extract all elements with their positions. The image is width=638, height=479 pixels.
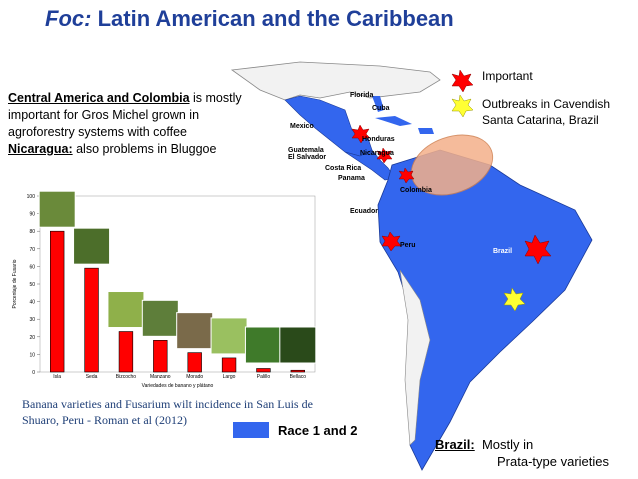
map-label: Panama	[338, 175, 365, 182]
variety-photo	[38, 190, 76, 228]
map-label: Ecuador	[350, 208, 378, 215]
map-label: Guatemala	[288, 147, 324, 154]
x-tick-label: Largo	[223, 374, 236, 380]
y-tick-label: 80	[29, 229, 35, 235]
intro-rest: is mostly important for Gros Michel grow…	[8, 91, 242, 139]
bar-chart: 0 10 20 30 40 50 60 70 80 90 100 Porcentaje de Fusa…	[12, 190, 317, 389]
brazil-line1: Mostly in	[481, 437, 534, 452]
race-label: Race 1 and 2	[278, 423, 358, 438]
x-axis-label: Variedades de banano y plátano	[142, 383, 214, 389]
map-label: Brazil	[493, 248, 512, 255]
bar	[153, 340, 168, 373]
x-tick-label: Bellaco	[290, 374, 307, 380]
y-tick-label: 30	[29, 317, 35, 323]
bar	[84, 267, 99, 373]
y-tick-label: 60	[29, 264, 35, 270]
variety-photo	[210, 317, 248, 355]
map-label: Costa Rica	[325, 165, 361, 172]
y-tick-label: 20	[29, 335, 35, 341]
legend-important: Important	[482, 69, 533, 83]
florida	[372, 96, 384, 112]
variety-photo	[73, 227, 111, 265]
x-tick-label: Manzano	[150, 374, 171, 380]
title-text: Latin American and the Caribbean	[97, 6, 454, 31]
variety-photo	[141, 299, 179, 337]
race-swatch	[233, 422, 269, 438]
brazil-lead: Brazil:	[435, 437, 475, 452]
map-label: El Salvador	[288, 154, 326, 161]
outbreak-markers	[451, 94, 526, 312]
y-tick-label: 0	[32, 370, 35, 376]
bar	[118, 331, 134, 373]
bar	[290, 369, 305, 373]
caribbean-highlight	[410, 134, 494, 196]
y-tick-label: 90	[29, 212, 35, 218]
x-tick-label: Palillo	[257, 374, 271, 380]
south-america	[377, 149, 593, 471]
map-label: Florida	[350, 92, 373, 99]
y-tick-label: 100	[27, 194, 36, 200]
slide-title: Foc: Latin American and the Caribbean	[45, 6, 605, 32]
caption: Banana varieties and Fusarium wilt incid…	[22, 397, 313, 427]
map-label: Nicaragua	[360, 150, 394, 157]
y-tick-label: 10	[29, 352, 35, 358]
variety-photo	[244, 326, 282, 364]
x-tick-label: Seda	[86, 374, 98, 380]
bar	[256, 368, 271, 373]
map-label: Peru	[400, 242, 416, 249]
brazil-note: Brazil: Mostly in Prata-type varieties	[435, 436, 609, 470]
intro-text: Central America and Colombia is mostly i…	[8, 90, 263, 158]
bar	[187, 352, 202, 373]
important-markers	[351, 69, 552, 265]
cuba	[375, 116, 412, 126]
map-label: Colombia	[400, 187, 432, 194]
x-tick-label: Morado	[186, 374, 203, 380]
title-prefix: Foc:	[45, 6, 92, 31]
chile	[399, 269, 431, 446]
brazil-line2: Prata-type varieties	[497, 454, 609, 469]
nicaragua-rest: also problems in Bluggoe	[76, 142, 217, 156]
legend-outbreaks: Outbreaks in Cavendish Santa Catarina, B…	[482, 97, 611, 127]
y-tick-label: 40	[29, 300, 35, 306]
variety-photo	[107, 291, 145, 329]
y-tick-label: 70	[29, 247, 35, 253]
intro-lead: Central America and Colombia	[8, 91, 190, 105]
x-tick-label: Bizcocho	[116, 374, 137, 380]
y-tick-label: 50	[29, 282, 35, 288]
nicaragua-lead: Nicaragua:	[8, 142, 73, 156]
usa-land	[230, 61, 441, 101]
bar	[221, 357, 237, 373]
map-label: Mexico	[290, 123, 314, 130]
variety-photo	[279, 326, 317, 364]
x-tick-label: Isla	[53, 374, 61, 380]
map-label: Cuba	[372, 105, 390, 112]
variety-photo	[176, 312, 214, 350]
map-label: Honduras	[362, 136, 395, 143]
y-axis-label: Porcentaje de Fusario	[12, 259, 18, 308]
hispaniola	[418, 128, 434, 134]
bar	[50, 230, 65, 373]
